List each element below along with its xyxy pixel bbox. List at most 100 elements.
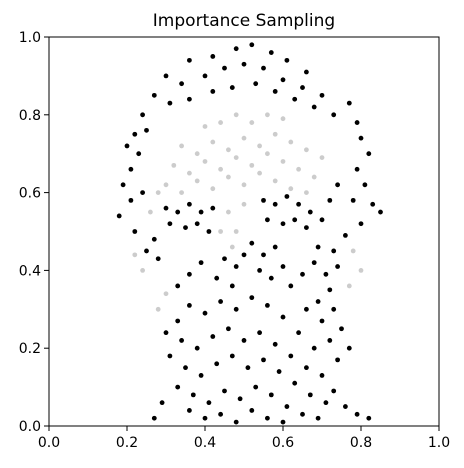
scatter-point <box>265 151 270 157</box>
scatter-point <box>304 190 309 196</box>
scatter-point <box>167 100 173 106</box>
scatter-point <box>354 120 360 125</box>
scatter-point <box>229 244 235 250</box>
scatter-point <box>370 201 376 207</box>
scatter-point <box>194 151 200 157</box>
scatter-point <box>120 182 126 188</box>
scatter-point <box>136 151 142 157</box>
scatter-point <box>187 271 192 277</box>
scatter-point <box>265 112 270 118</box>
scatter-point <box>194 178 200 184</box>
scatter-point <box>366 415 372 421</box>
scatter-point <box>315 415 321 421</box>
scatter-point <box>183 365 188 371</box>
scatter-point <box>202 124 208 129</box>
scatter-point <box>296 201 301 207</box>
scatter-point <box>315 299 321 304</box>
scatter-point <box>319 318 325 324</box>
scatter-point <box>257 143 262 149</box>
scatter-point <box>335 357 340 363</box>
scatter-point <box>226 209 231 215</box>
scatter-point <box>190 392 196 398</box>
scatter-point <box>222 65 227 71</box>
chart-title: Importance Sampling <box>153 11 335 31</box>
scatter-point <box>249 42 255 48</box>
scatter-point <box>284 404 290 409</box>
scatter-point <box>261 197 266 203</box>
scatter-point <box>300 411 305 417</box>
scatter-point <box>257 170 262 176</box>
scatter-point <box>187 201 192 207</box>
scatter-point <box>346 100 352 106</box>
scatter-point <box>249 408 255 413</box>
scatter-point <box>249 240 255 246</box>
scatter-point <box>378 209 383 215</box>
scatter-point <box>304 147 309 153</box>
scatter-point <box>222 388 227 394</box>
scatter-point <box>155 190 161 196</box>
scatter-point <box>132 131 138 137</box>
scatter-point <box>319 373 325 378</box>
scatter-point <box>226 147 231 153</box>
scatter-point <box>343 232 348 238</box>
scatter-point <box>132 229 138 234</box>
scatter-point <box>284 57 290 63</box>
y-tick-label: 0.0 <box>19 419 41 435</box>
scatter-point <box>362 182 368 188</box>
scatter-point <box>292 380 298 386</box>
scatter-point <box>128 166 134 172</box>
scatter-point <box>339 326 344 332</box>
scatter-point <box>249 162 255 168</box>
scatter-point <box>300 271 305 277</box>
scatter-point <box>159 400 165 406</box>
scatter-point <box>179 81 185 87</box>
scatter-point <box>229 353 235 359</box>
scatter-point <box>229 85 235 90</box>
scatter-point <box>280 77 286 83</box>
scatter-point <box>128 197 134 203</box>
scatter-point <box>163 330 169 336</box>
scatter-point <box>253 81 259 87</box>
scatter-point <box>214 361 220 367</box>
scatter-point <box>218 120 224 125</box>
scatter-point <box>229 283 235 289</box>
scatter-point <box>272 131 278 137</box>
scatter-point <box>241 338 247 343</box>
scatter-point <box>280 116 286 122</box>
scatter-point <box>261 65 266 71</box>
x-tick-label: 0.0 <box>38 435 60 451</box>
scatter-point <box>175 318 181 324</box>
scatter-point <box>233 229 239 234</box>
scatter-point <box>179 190 185 196</box>
x-tick-label: 0.4 <box>194 435 216 451</box>
scatter-point <box>272 89 278 94</box>
scatter-point <box>179 143 185 149</box>
scatter-point <box>233 46 239 52</box>
x-axis: 0.0 0.2 0.4 0.6 0.8 1.0 <box>38 426 450 451</box>
scatter-point <box>358 221 364 227</box>
scatter-point <box>284 194 290 199</box>
x-tick-label: 0.6 <box>272 435 294 451</box>
scatter-point <box>233 155 239 160</box>
scatter-point <box>132 252 138 258</box>
scatter-point <box>175 209 181 215</box>
scatter-point <box>226 174 231 180</box>
scatter-point <box>268 392 274 398</box>
x-tick-label: 1.0 <box>428 435 450 451</box>
scatter-point <box>335 182 340 188</box>
scatter-point <box>319 155 325 160</box>
scatter-point <box>265 415 270 421</box>
scatter-point <box>210 205 216 211</box>
scatter-point <box>315 244 321 250</box>
scatter-point <box>292 96 298 102</box>
scatter-point <box>292 217 298 223</box>
scatter-point <box>319 217 325 223</box>
scatter-point <box>272 178 278 184</box>
scatter-point <box>323 271 329 277</box>
scatter-point <box>163 291 169 297</box>
scatter-point <box>148 209 153 215</box>
scatter-point <box>265 303 270 308</box>
scatter-point <box>280 159 286 164</box>
points-layer <box>116 42 383 425</box>
scatter-point <box>151 236 157 242</box>
